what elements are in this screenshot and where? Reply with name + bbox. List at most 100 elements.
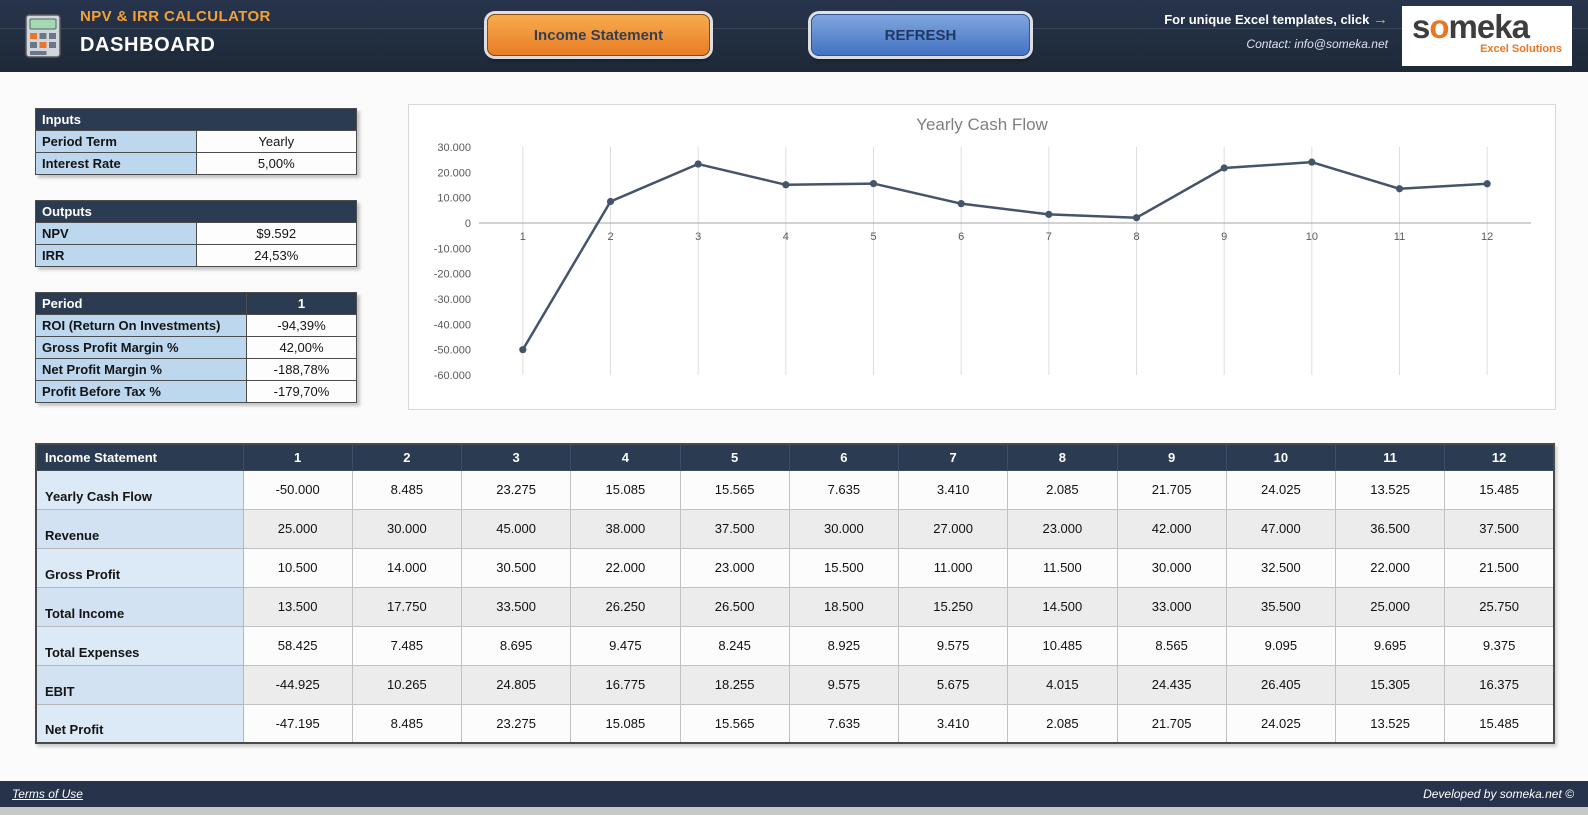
svg-text:-50.000: -50.000 bbox=[434, 345, 471, 357]
footer: Terms of Use Developed by someka.net © bbox=[0, 781, 1588, 807]
cell: 11.500 bbox=[1007, 547, 1118, 588]
svg-text:0: 0 bbox=[465, 218, 471, 230]
cell: 9.695 bbox=[1334, 625, 1446, 666]
chart-panel: Yearly Cash Flow 30.000 20.000 10.000 0 -10.… bbox=[408, 104, 1556, 410]
cell: 13.525 bbox=[1334, 469, 1446, 510]
income-statement-title: Income Statement bbox=[35, 443, 244, 471]
table-row: Total Income 13.500 17.750 33.500 26.250 26.5… bbox=[35, 586, 1555, 627]
cell: 2.085 bbox=[1007, 703, 1118, 744]
ratio-value-net-margin: -188,78% bbox=[246, 358, 357, 381]
cell: 21.705 bbox=[1116, 469, 1227, 510]
svg-text:11: 11 bbox=[1394, 231, 1405, 243]
svg-text:10: 10 bbox=[1306, 231, 1318, 243]
row-label: Total Income bbox=[35, 586, 244, 627]
cell: 25.750 bbox=[1444, 586, 1555, 627]
period-column-header: 2 bbox=[351, 443, 463, 471]
cell: 25.000 bbox=[1334, 586, 1446, 627]
cell: 24.025 bbox=[1225, 469, 1337, 510]
period-selector[interactable]: 1 bbox=[246, 292, 357, 315]
svg-text:4: 4 bbox=[783, 231, 789, 243]
cell: 9.575 bbox=[788, 664, 900, 705]
cell: 36.500 bbox=[1334, 508, 1446, 549]
table-row: IRR 24,53% bbox=[35, 244, 357, 267]
ratio-label-gross-margin: Gross Profit Margin % bbox=[35, 336, 247, 359]
header-divider bbox=[0, 28, 1588, 29]
period-column-header: 3 bbox=[460, 443, 572, 471]
period-column-header: 7 bbox=[897, 443, 1009, 471]
svg-text:3: 3 bbox=[695, 231, 701, 243]
svg-text:-60.000: -60.000 bbox=[434, 370, 471, 382]
developed-by-text: Developed by someka.net © bbox=[1423, 787, 1574, 801]
cell: 33.000 bbox=[1116, 586, 1227, 627]
svg-text:-30.000: -30.000 bbox=[434, 294, 471, 306]
cell: -47.195 bbox=[242, 703, 353, 744]
input-value-period-term[interactable]: Yearly bbox=[195, 130, 357, 153]
svg-text:8: 8 bbox=[1133, 231, 1139, 243]
income-statement-header-row: Income Statement 1 2 3 4 5 6 7 8 9 10 11 12 bbox=[35, 443, 1555, 471]
cell: 15.565 bbox=[679, 703, 790, 744]
period-column-header: 12 bbox=[1444, 443, 1555, 471]
someka-logo[interactable]: someka Excel Solutions bbox=[1402, 6, 1572, 66]
table-row: Net Profit Margin % -188,78% bbox=[35, 358, 357, 381]
cell: 23.000 bbox=[679, 547, 790, 588]
cell: 26.250 bbox=[570, 586, 681, 627]
svg-text:7: 7 bbox=[1046, 231, 1052, 243]
app-title: NPV & IRR CALCULATOR bbox=[80, 8, 271, 25]
period-column-header: 11 bbox=[1334, 443, 1446, 471]
ratio-label-net-margin: Net Profit Margin % bbox=[35, 358, 247, 381]
title-block: NPV & IRR CALCULATOR DASHBOARD bbox=[80, 8, 271, 57]
row-label: Total Expenses bbox=[35, 625, 244, 666]
cell: 38.000 bbox=[570, 508, 681, 549]
cell: 5.675 bbox=[897, 664, 1009, 705]
contact-text[interactable]: Contact: info@someka.net bbox=[1246, 37, 1388, 51]
row-label: Gross Profit bbox=[35, 547, 244, 588]
cell: 8.925 bbox=[788, 625, 900, 666]
cell: 26.500 bbox=[679, 586, 790, 627]
output-label-npv: NPV bbox=[35, 222, 197, 245]
cell: 3.410 bbox=[897, 703, 1009, 744]
cell: 8.485 bbox=[351, 703, 463, 744]
cell: 8.245 bbox=[679, 625, 790, 666]
ratio-label-profit-before-tax: Profit Before Tax % bbox=[35, 380, 247, 403]
table-row: Revenue 25.000 30.000 45.000 38.000 37.500 30.… bbox=[35, 508, 1555, 549]
cell: 21.500 bbox=[1444, 547, 1555, 588]
input-label-interest-rate: Interest Rate bbox=[35, 152, 197, 175]
cell: 26.405 bbox=[1225, 664, 1337, 705]
period-column-header: 5 bbox=[679, 443, 790, 471]
svg-text:2: 2 bbox=[607, 231, 613, 243]
period-table: Period 1 ROI (Return On Investments) -94… bbox=[35, 292, 357, 403]
table-row: Gross Profit Margin % 42,00% bbox=[35, 336, 357, 359]
cell: 30.000 bbox=[351, 508, 463, 549]
calculator-icon bbox=[25, 14, 61, 58]
row-label: EBIT bbox=[35, 664, 244, 705]
period-column-header: 6 bbox=[788, 443, 900, 471]
refresh-button[interactable]: REFRESH bbox=[811, 14, 1030, 56]
input-value-interest-rate[interactable]: 5,00% bbox=[195, 152, 357, 175]
cell: 15.500 bbox=[788, 547, 900, 588]
cell: 9.375 bbox=[1444, 625, 1555, 666]
logo-subtitle: Excel Solutions bbox=[1480, 43, 1562, 55]
table-row: Gross Profit 10.500 14.000 30.500 22.000 23.0… bbox=[35, 547, 1555, 588]
row-label: Net Profit bbox=[35, 703, 244, 744]
cell: 23.000 bbox=[1007, 508, 1118, 549]
input-label-period-term: Period Term bbox=[35, 130, 197, 153]
svg-text:6: 6 bbox=[958, 231, 964, 243]
cell: -50.000 bbox=[242, 469, 353, 510]
cell: 8.485 bbox=[351, 469, 463, 510]
table-row: Interest Rate 5,00% bbox=[35, 152, 357, 175]
period-column-header: 8 bbox=[1007, 443, 1118, 471]
chart-title: Yearly Cash Flow bbox=[916, 115, 1048, 134]
cell: 7.635 bbox=[788, 703, 900, 744]
cell: 7.635 bbox=[788, 469, 900, 510]
outputs-header: Outputs bbox=[35, 200, 357, 223]
cell: 30.500 bbox=[460, 547, 572, 588]
svg-text:-40.000: -40.000 bbox=[434, 319, 471, 331]
cell: 58.425 bbox=[242, 625, 353, 666]
cell: 18.500 bbox=[788, 586, 900, 627]
income-statement-button[interactable]: Income Statement bbox=[487, 14, 710, 56]
cell: 37.500 bbox=[679, 508, 790, 549]
terms-of-use-link[interactable]: Terms of Use bbox=[12, 787, 83, 801]
cell: 21.705 bbox=[1116, 703, 1227, 744]
cell: 18.255 bbox=[679, 664, 790, 705]
promo-text[interactable]: For unique Excel templates, click → bbox=[1164, 11, 1388, 28]
